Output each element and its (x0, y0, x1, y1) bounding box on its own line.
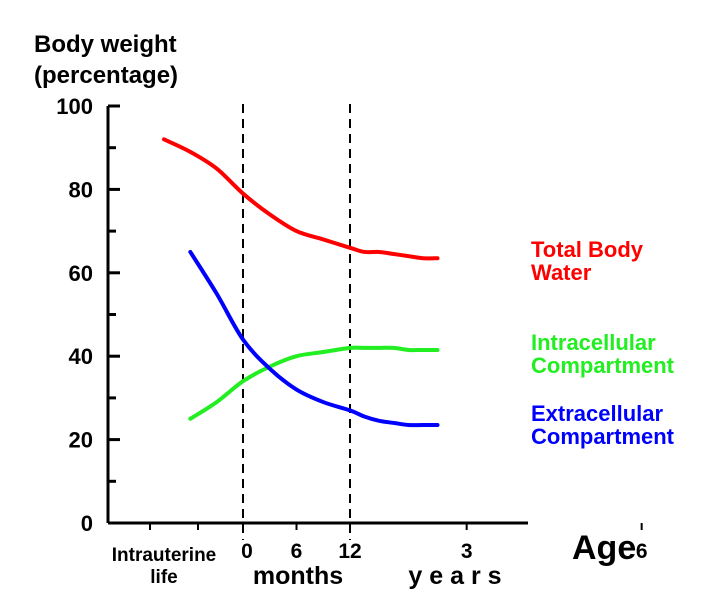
x-tick-label-month: 12 (338, 540, 361, 563)
series-line-intracellular-compartment (188, 345, 440, 421)
y-tick-label: 60 (69, 261, 93, 286)
y-tick-label: 80 (69, 177, 93, 202)
legend-total-body-water-line1: Total Body (531, 237, 644, 262)
y-tick-label: 40 (69, 344, 93, 369)
x-category-label-line2: life (150, 567, 177, 588)
legend-extracellular-line1: Extracellular (531, 401, 664, 426)
legend-intracellular-line2: Compartment (531, 353, 675, 378)
y-tick-label: 20 (69, 428, 93, 453)
x-category-label-line1: Intrauterine (112, 545, 217, 566)
series-line-total-body-water (162, 137, 440, 261)
x-axis-title: Age (572, 529, 636, 567)
x-tick-label-year: 6 (636, 540, 648, 563)
y-tick-label: 0 (81, 511, 93, 536)
legend-total-body-water-line2: Water (531, 260, 592, 285)
series-lines (162, 137, 440, 428)
legend-extracellular-line2: Compartment (531, 424, 675, 449)
dashed-markers (242, 104, 351, 540)
y-tick-label: 100 (56, 94, 93, 119)
y-axis-title-line2: (percentage) (34, 62, 178, 89)
series-line-extracellular-compartment (188, 249, 440, 428)
y-axis-title-line1: Body weight (34, 31, 177, 58)
y-ticks: 0 20 40 60 80 100 (56, 94, 120, 536)
x-unit-years: y e a r s (408, 562, 501, 590)
x-tick-label-month: 0 (241, 540, 253, 563)
x-ticks: 061236912 (149, 523, 648, 563)
x-tick-label-month: 6 (291, 540, 303, 563)
x-unit-months: months (253, 562, 343, 590)
legend-intracellular-line1: Intracellular (531, 330, 656, 355)
x-tick-label-year: 3 (461, 540, 473, 563)
